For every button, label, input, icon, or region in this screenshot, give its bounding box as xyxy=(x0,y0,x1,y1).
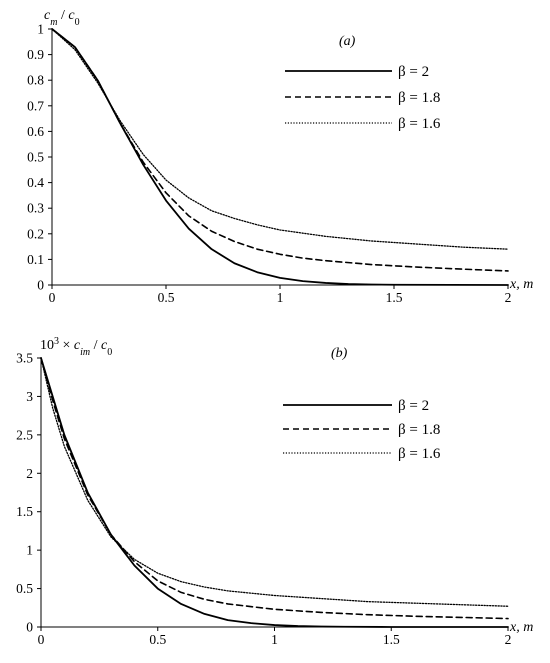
y-tick-label: 0.6 xyxy=(27,124,44,139)
y-tick-label: 2.5 xyxy=(16,427,33,442)
y-tick-label: 0.1 xyxy=(27,252,44,267)
series-line-dotted xyxy=(51,28,509,250)
y-tick-label: 0.4 xyxy=(27,175,44,190)
x-tick-label: 0 xyxy=(49,290,56,305)
legend-label: β = 2 xyxy=(398,64,429,80)
series-line-dotted xyxy=(40,357,509,607)
series-line-dashed xyxy=(51,28,509,272)
x-tick-label: 1 xyxy=(271,632,278,647)
y-tick-label: 3 xyxy=(26,389,33,404)
panel-a-ylabel: cm / c0 xyxy=(44,8,80,28)
legend-label: β = 1.6 xyxy=(398,116,441,132)
y-tick-label: 1.5 xyxy=(16,504,33,519)
panel-a-label: (a) xyxy=(339,34,356,49)
x-tick-label: 1.5 xyxy=(386,290,403,305)
series-line-dashed xyxy=(40,357,509,620)
y-tick-label: 0 xyxy=(26,620,33,635)
y-tick-label: 0.8 xyxy=(27,73,44,88)
panel-b-label: (b) xyxy=(331,346,348,361)
y-tick-label: 1 xyxy=(26,543,33,558)
x-tick-label: 2 xyxy=(505,290,512,305)
y-tick-label: 1 xyxy=(37,22,44,37)
y-tick-label: 0.3 xyxy=(27,201,44,216)
panel-a-xlabel: x, m xyxy=(509,277,533,292)
y-tick-label: 0.5 xyxy=(16,581,33,596)
legend-label: β = 1.8 xyxy=(398,422,440,438)
x-tick-label: 1.5 xyxy=(383,632,400,647)
panel-b: (b) 103 × cim / c0 x, m 0 0.5 1 1.5 2 0 0.5 1 1.… xyxy=(16,336,533,648)
x-tick-label: 1 xyxy=(277,290,284,305)
y-tick-label: 0.5 xyxy=(27,150,44,165)
legend-label: β = 2 xyxy=(398,398,429,414)
y-tick-label: 0.7 xyxy=(27,98,44,113)
x-tick-label: 0.5 xyxy=(158,290,175,305)
legend-label: β = 1.8 xyxy=(398,90,440,106)
y-tick-label: 2 xyxy=(26,466,33,481)
y-tick-label: 3.5 xyxy=(16,351,33,366)
series-line-solid xyxy=(40,357,509,628)
x-tick-label: 0.5 xyxy=(149,632,166,647)
y-tick-label: 0 xyxy=(37,278,44,293)
panel-b-ylabel: 103 × cim / c0 xyxy=(40,336,112,358)
legend-label: β = 1.6 xyxy=(398,446,441,462)
x-tick-label: 0 xyxy=(38,632,45,647)
panel-a: (a) cm / c0 x, m 0 0.5 1 1.5 2 0 0.1 0.2 0.3 0.4 0… xyxy=(27,8,533,305)
series-line-solid xyxy=(51,28,509,286)
y-tick-label: 0.2 xyxy=(27,226,44,241)
x-tick-label: 2 xyxy=(505,632,512,647)
panel-b-xlabel: x, m xyxy=(509,620,533,635)
y-tick-label: 0.9 xyxy=(27,47,44,62)
